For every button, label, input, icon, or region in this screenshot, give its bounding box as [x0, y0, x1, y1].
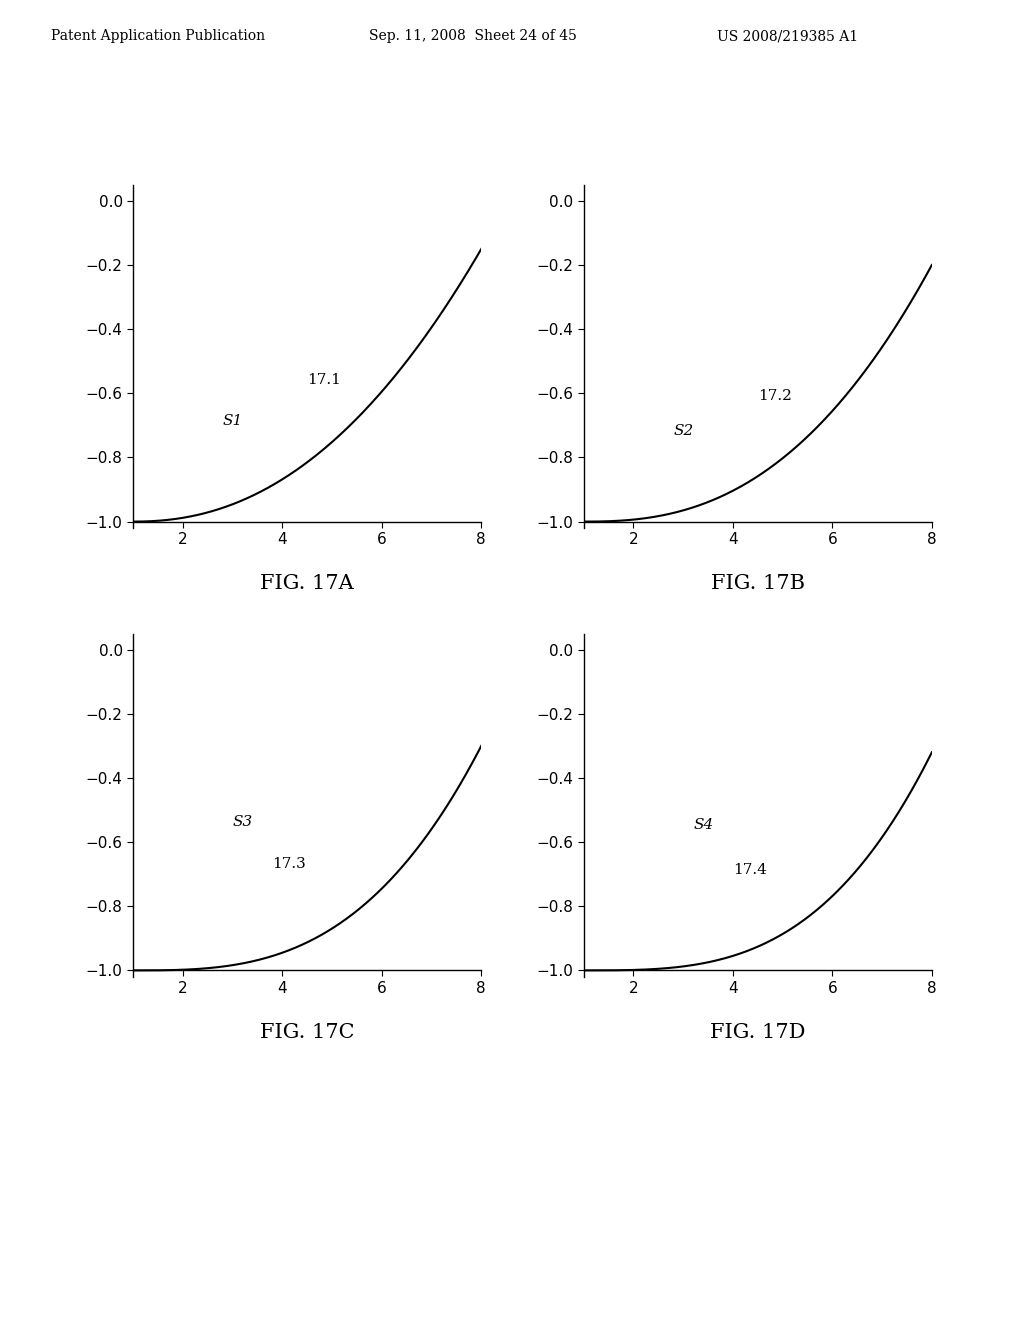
- Text: 17.1: 17.1: [307, 372, 341, 387]
- Text: FIG. 17A: FIG. 17A: [260, 574, 354, 593]
- Text: FIG. 17B: FIG. 17B: [711, 574, 805, 593]
- Text: US 2008/219385 A1: US 2008/219385 A1: [717, 29, 858, 44]
- Text: Patent Application Publication: Patent Application Publication: [51, 29, 265, 44]
- Text: S3: S3: [232, 814, 253, 829]
- Text: S4: S4: [693, 818, 714, 832]
- Text: 17.4: 17.4: [733, 863, 767, 878]
- Text: S2: S2: [673, 424, 693, 438]
- Text: 17.3: 17.3: [272, 857, 306, 871]
- Text: FIG. 17D: FIG. 17D: [710, 1023, 806, 1041]
- Text: FIG. 17C: FIG. 17C: [260, 1023, 354, 1041]
- Text: Sep. 11, 2008  Sheet 24 of 45: Sep. 11, 2008 Sheet 24 of 45: [369, 29, 577, 44]
- Text: 17.2: 17.2: [758, 388, 792, 403]
- Text: S1: S1: [222, 414, 243, 429]
